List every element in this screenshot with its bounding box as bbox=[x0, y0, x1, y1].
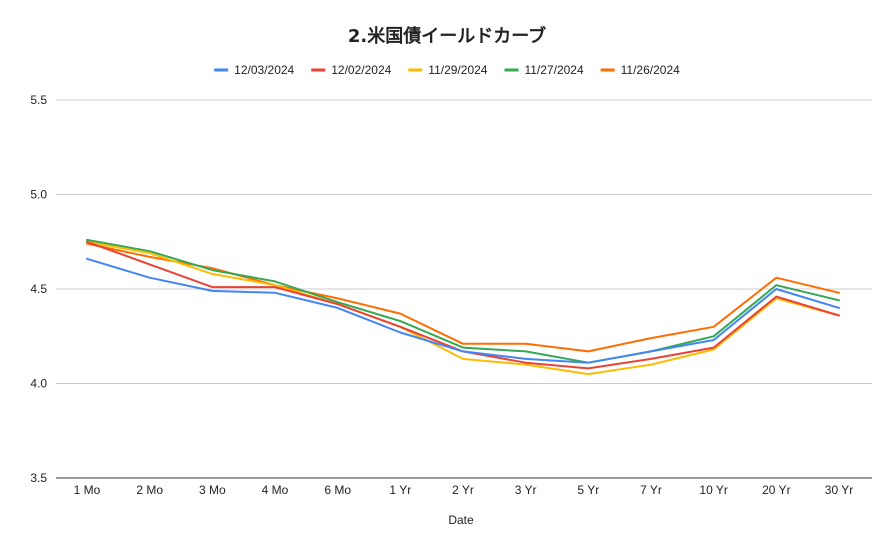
x-tick-label: 5 Yr bbox=[577, 483, 599, 497]
chart-title: 2.米国債イールドカーブ bbox=[348, 25, 546, 47]
x-axis-ticks: 1 Mo 2 Mo 3 Mo 4 Mo 6 Mo 1 Yr 2 Yr 3 Yr 5 Yr 7 Yr… bbox=[74, 483, 854, 497]
y-tick-label: 4.0 bbox=[30, 377, 47, 391]
legend-label: 11/29/2024 bbox=[428, 63, 487, 77]
x-tick-label: 1 Yr bbox=[389, 483, 411, 497]
x-tick-label: 3 Mo bbox=[199, 483, 226, 497]
y-tick-label: 3.5 bbox=[30, 471, 47, 485]
series-line-12-03-2024 bbox=[86, 257, 840, 364]
y-tick-label: 5.0 bbox=[30, 188, 47, 202]
legend: 12/03/2024 12/02/2024 11/29/2024 11/27/2024… bbox=[214, 63, 680, 77]
x-axis-title: Date bbox=[448, 513, 474, 527]
x-tick-label: 3 Yr bbox=[515, 483, 537, 497]
x-tick-label: 20 Yr bbox=[762, 483, 790, 497]
series-line-11-29-2024 bbox=[86, 240, 840, 376]
x-tick-label: 2 Mo bbox=[136, 483, 163, 497]
x-tick-label: 10 Yr bbox=[699, 483, 727, 497]
legend-label: 11/27/2024 bbox=[524, 63, 583, 77]
y-axis-ticks: 3.5 4.0 4.5 5.0 5.5 bbox=[30, 93, 47, 485]
gridlines bbox=[56, 99, 872, 479]
x-tick-label: 4 Mo bbox=[262, 483, 289, 497]
legend-item[interactable]: 11/26/2024 bbox=[600, 63, 680, 77]
x-tick-label: 2 Yr bbox=[452, 483, 474, 497]
legend-label: 11/26/2024 bbox=[621, 63, 680, 77]
y-tick-label: 5.5 bbox=[30, 93, 47, 107]
series-lines bbox=[86, 238, 840, 376]
legend-label: 12/02/2024 bbox=[331, 63, 391, 77]
x-tick-label: 7 Yr bbox=[640, 483, 662, 497]
x-tick-label: 1 Mo bbox=[74, 483, 101, 497]
legend-label: 12/03/2024 bbox=[234, 63, 294, 77]
legend-item[interactable]: 11/29/2024 bbox=[408, 63, 488, 77]
y-tick-label: 4.5 bbox=[30, 282, 47, 296]
legend-item[interactable]: 11/27/2024 bbox=[504, 63, 584, 77]
series-line-12-02-2024 bbox=[86, 240, 840, 370]
series-line-11-27-2024 bbox=[86, 238, 840, 364]
series-line-11-26-2024 bbox=[86, 242, 840, 353]
x-tick-label: 6 Mo bbox=[324, 483, 351, 497]
x-tick-label: 30 Yr bbox=[825, 483, 853, 497]
legend-item[interactable]: 12/02/2024 bbox=[311, 63, 392, 77]
legend-item[interactable]: 12/03/2024 bbox=[214, 63, 295, 77]
